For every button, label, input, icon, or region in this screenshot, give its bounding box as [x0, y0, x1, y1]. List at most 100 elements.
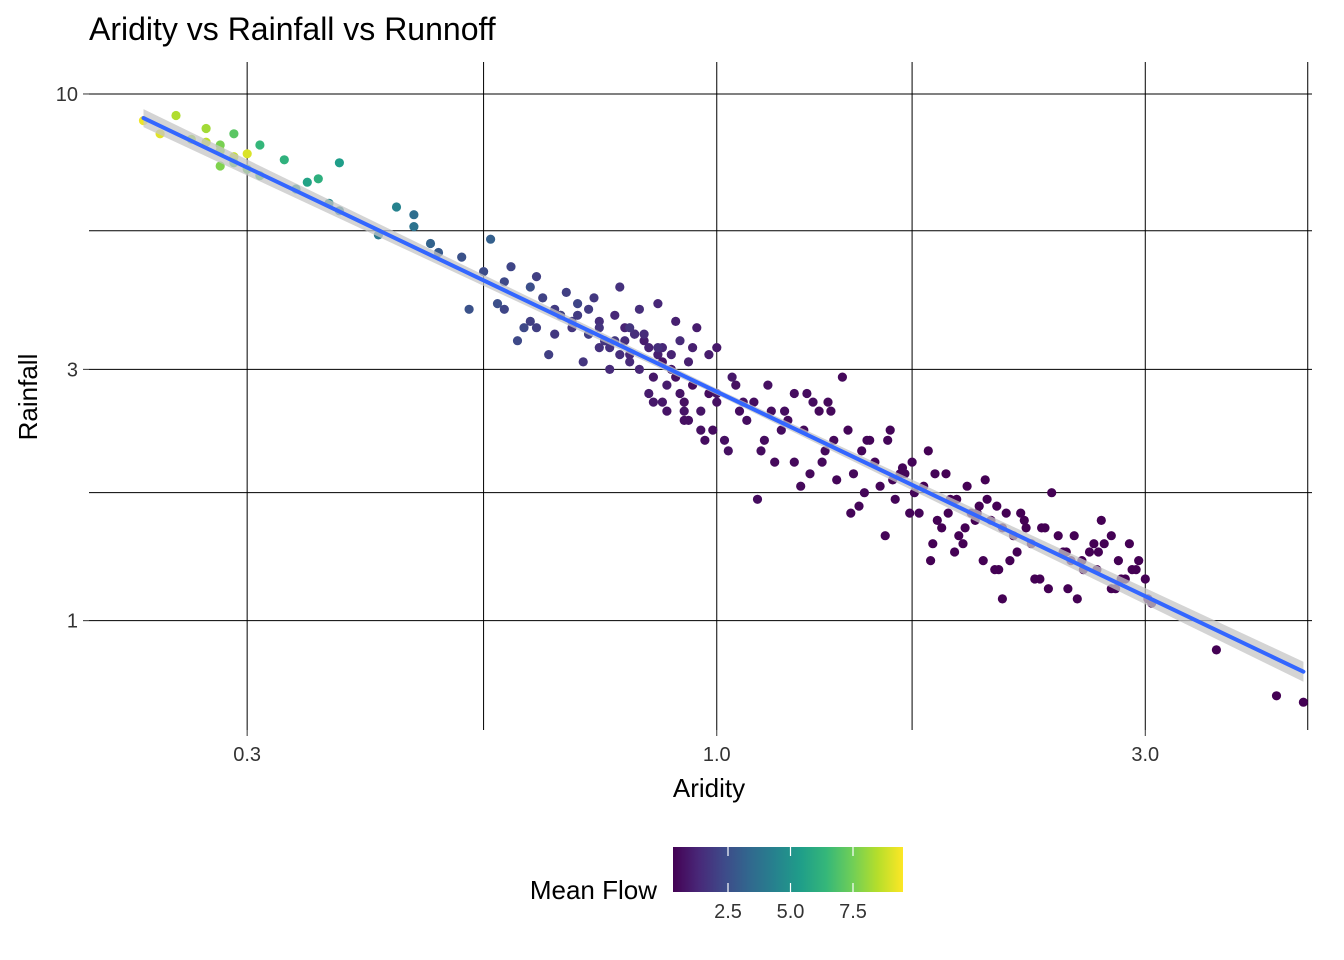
data-point — [634, 304, 645, 314]
data-point — [1099, 539, 1109, 549]
data-point — [1019, 515, 1029, 526]
data-point — [671, 316, 681, 326]
data-point — [932, 515, 942, 526]
data-point — [1021, 523, 1031, 533]
data-point — [992, 501, 1002, 511]
data-point — [644, 388, 654, 399]
data-point — [990, 565, 1000, 575]
data-point — [808, 397, 818, 407]
data-point — [499, 304, 509, 314]
data-point — [826, 406, 836, 416]
data-point — [589, 293, 599, 303]
data-point — [544, 350, 554, 360]
data-point — [742, 415, 752, 425]
data-point — [854, 501, 864, 511]
data-point — [334, 158, 344, 168]
color-legend: Mean Flow 2.5 5.0 7.5 — [530, 847, 903, 923]
data-point — [486, 234, 496, 244]
data-point — [759, 435, 770, 445]
data-point — [615, 350, 625, 360]
data-point — [1124, 539, 1134, 549]
data-point — [1298, 697, 1308, 707]
data-point — [832, 475, 842, 485]
data-point — [1005, 556, 1015, 566]
data-point — [1063, 584, 1073, 594]
data-point — [506, 262, 516, 272]
data-point — [639, 336, 649, 346]
data-point — [776, 425, 786, 435]
data-point — [1072, 594, 1082, 604]
data-point — [313, 174, 323, 184]
data-point — [734, 406, 745, 416]
data-point — [653, 343, 663, 353]
data-point — [823, 397, 833, 407]
data-point — [648, 372, 659, 382]
data-point — [675, 336, 685, 346]
data-point — [679, 415, 689, 425]
data-point — [712, 343, 722, 353]
data-point — [780, 406, 790, 416]
trend-line — [141, 116, 1306, 674]
data-point — [630, 329, 640, 339]
data-point — [997, 594, 1008, 604]
x-axis-label: Aridity — [673, 773, 745, 803]
data-point — [789, 388, 799, 399]
data-point — [1035, 574, 1045, 584]
data-point — [926, 556, 936, 566]
data-point — [525, 316, 535, 326]
x-tick-label: 1.0 — [703, 744, 731, 766]
data-point — [578, 357, 588, 367]
y-axis-label: Rainfall — [13, 354, 43, 441]
data-point — [727, 372, 737, 382]
data-point — [1131, 565, 1141, 575]
data-point — [843, 425, 853, 435]
data-point — [644, 343, 654, 353]
data-point — [573, 310, 583, 320]
data-point — [923, 446, 933, 456]
data-point — [907, 457, 917, 467]
data-point — [605, 364, 615, 374]
data-point — [1016, 508, 1026, 518]
data-point — [897, 463, 908, 473]
data-point — [688, 343, 698, 353]
data-point — [538, 293, 548, 303]
data-point — [648, 397, 659, 407]
data-point — [723, 446, 733, 456]
data-point — [712, 397, 722, 407]
data-point — [805, 469, 815, 479]
x-tick-label: 3.0 — [1131, 744, 1159, 766]
data-point — [731, 380, 741, 390]
data-point — [982, 494, 992, 504]
data-point — [752, 494, 763, 504]
data-point — [675, 388, 685, 399]
data-point — [954, 531, 964, 541]
data-point — [409, 222, 419, 232]
data-point — [1040, 523, 1050, 533]
data-point — [928, 539, 938, 549]
data-point — [639, 329, 649, 339]
data-point — [594, 316, 604, 326]
data-point — [960, 523, 970, 533]
colorbar-tick-label: 5.0 — [777, 901, 805, 923]
data-point — [391, 202, 402, 212]
data-point — [1001, 508, 1011, 518]
data-point — [914, 508, 924, 518]
data-point — [1053, 531, 1063, 541]
data-point — [679, 406, 689, 416]
data-point — [1089, 539, 1099, 549]
data-point — [941, 469, 951, 479]
data-point — [890, 494, 900, 504]
data-point — [625, 323, 635, 333]
data-point — [666, 350, 676, 360]
legend-title: Mean Flow — [530, 875, 657, 905]
data-point — [573, 299, 583, 309]
colorbar — [673, 847, 903, 892]
data-point — [950, 547, 960, 557]
data-point — [531, 272, 542, 282]
data-point — [594, 323, 604, 333]
data-point — [512, 336, 523, 346]
data-point — [763, 380, 773, 390]
data-point — [857, 446, 867, 456]
data-point — [679, 397, 689, 407]
data-point — [594, 343, 604, 353]
